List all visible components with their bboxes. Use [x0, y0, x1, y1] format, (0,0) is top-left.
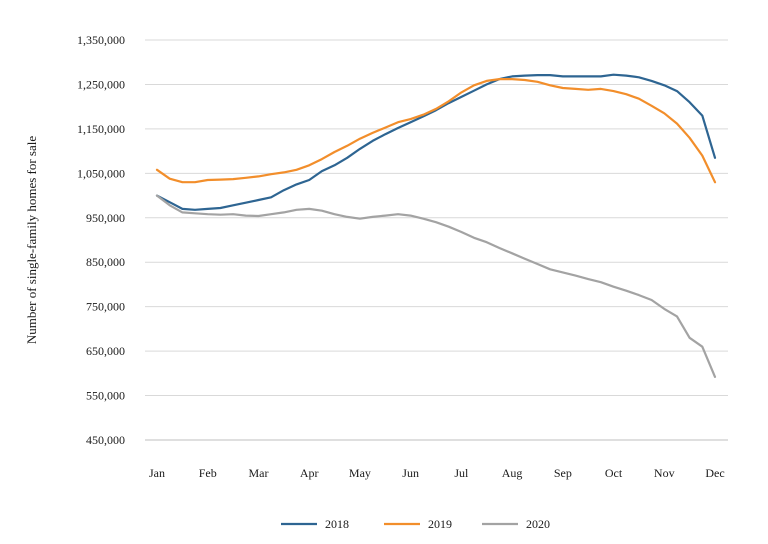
x-tick-label: Oct [605, 466, 623, 480]
y-tick-label: 850,000 [86, 255, 125, 269]
x-tick-label: Sep [554, 466, 572, 480]
x-tick-label: Mar [248, 466, 268, 480]
x-tick-label: Jan [149, 466, 165, 480]
legend-label: 2018 [325, 517, 349, 531]
x-tick-label: Apr [300, 466, 319, 480]
series-line-2020 [155, 194, 717, 378]
y-tick-label: 750,000 [86, 300, 125, 314]
y-tick-label: 1,050,000 [77, 166, 125, 180]
y-tick-label: 1,250,000 [77, 77, 125, 91]
series-line-2018 [155, 73, 717, 211]
series-line-2019 [155, 77, 717, 184]
legend: 2018 2019 2020 [281, 517, 550, 531]
legend-item-2019: 2019 [384, 517, 452, 531]
gridlines [145, 39, 728, 397]
legend-item-2018: 2018 [281, 517, 349, 531]
y-axis-ticks: 450,000 550,000 650,000 750,000 850,000 950,0… [77, 33, 125, 447]
x-axis-ticks: Jan Feb Mar Apr May Jun Jul Aug Sep Oct Nov Dec [149, 466, 725, 480]
legend-label: 2020 [526, 517, 550, 531]
x-tick-label: Dec [705, 466, 724, 480]
x-tick-label: Jul [454, 466, 469, 480]
x-tick-label: May [349, 466, 371, 480]
x-tick-label: Feb [199, 466, 217, 480]
x-tick-label: Jun [402, 466, 419, 480]
legend-label: 2019 [428, 517, 452, 531]
y-tick-label: 1,350,000 [77, 33, 125, 47]
y-tick-label: 550,000 [86, 389, 125, 403]
y-tick-label: 1,150,000 [77, 122, 125, 136]
legend-item-2020: 2020 [482, 517, 550, 531]
y-axis-label: Number of single-family homes for sale [24, 136, 39, 345]
series-lines [155, 73, 717, 378]
x-tick-label: Nov [654, 466, 675, 480]
y-tick-label: 450,000 [86, 433, 125, 447]
y-tick-label: 650,000 [86, 344, 125, 358]
x-tick-label: Aug [502, 466, 523, 480]
y-tick-label: 950,000 [86, 211, 125, 225]
